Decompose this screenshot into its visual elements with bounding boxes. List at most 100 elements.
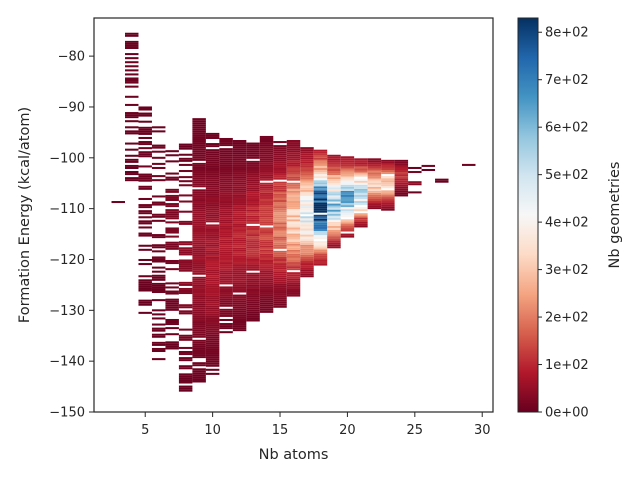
heatmap-bin	[138, 206, 152, 209]
heatmap-bin	[219, 257, 233, 260]
heatmap-bin	[232, 194, 247, 197]
colorbar-tick-label: 1e+02	[545, 358, 589, 373]
heatmap-bin	[125, 112, 139, 115]
heatmap-bin	[273, 297, 287, 300]
heatmap-bin	[286, 227, 301, 230]
heatmap-bin	[259, 194, 274, 197]
heatmap-bin	[273, 267, 287, 270]
heatmap-bin	[219, 217, 233, 220]
heatmap-bin	[259, 188, 274, 191]
heatmap-bin	[178, 281, 193, 284]
heatmap-bin	[192, 284, 206, 287]
heatmap-bin	[192, 209, 206, 212]
heatmap-bin	[300, 224, 314, 227]
heatmap-bin	[327, 171, 341, 174]
heatmap-bin	[286, 259, 301, 263]
heatmap-bin	[259, 219, 274, 222]
heatmap-bin	[259, 158, 274, 161]
heatmap-bin	[165, 229, 179, 232]
heatmap-bin	[151, 278, 166, 281]
heatmap-bin	[192, 272, 206, 275]
heatmap-bin	[192, 374, 206, 377]
heatmap-bin	[205, 324, 220, 327]
heatmap-bin	[300, 149, 314, 152]
heatmap-bin	[259, 196, 274, 199]
heatmap-bin	[192, 305, 206, 308]
heatmap-bin	[205, 364, 220, 367]
heatmap-bin	[246, 189, 260, 192]
heatmap-bin	[219, 290, 233, 293]
heatmap-bin	[286, 245, 301, 248]
heatmap-bin	[165, 318, 179, 321]
heatmap-bin	[232, 221, 247, 224]
heatmap-bin	[138, 216, 152, 219]
heatmap-bin	[232, 233, 247, 236]
heatmap-bin	[246, 215, 260, 218]
heatmap-bin	[219, 182, 233, 185]
heatmap-bin	[125, 65, 139, 68]
heatmap-bin	[273, 149, 287, 152]
heatmap-bin	[354, 160, 368, 163]
y-tick-label: −100	[49, 151, 85, 166]
heatmap-bin	[205, 299, 220, 302]
heatmap-bin	[327, 177, 341, 180]
heatmap-bin	[246, 203, 260, 206]
heatmap-bin	[286, 213, 301, 216]
heatmap-bin	[354, 217, 368, 220]
heatmap-bin	[219, 235, 233, 238]
plot-frame	[93, 17, 494, 413]
heatmap-bin	[138, 248, 152, 251]
heatmap-bin	[192, 211, 206, 214]
heatmap-bin	[219, 154, 233, 157]
heatmap-bin	[286, 192, 301, 195]
heatmap-bin	[205, 214, 220, 217]
colorbar-tick-label: 6e+02	[545, 121, 589, 136]
heatmap-bin	[273, 265, 287, 268]
heatmap-bin	[165, 203, 179, 206]
heatmap-bin	[246, 248, 260, 251]
heatmap-bin	[151, 270, 166, 273]
heatmap-bin	[327, 185, 341, 188]
heatmap-bin	[138, 143, 152, 146]
heatmap-bin	[192, 362, 206, 365]
heatmap-bin	[165, 300, 179, 303]
heatmap-bin	[138, 128, 152, 131]
heatmap-bin	[232, 290, 247, 293]
heatmap-bin	[367, 188, 382, 191]
heatmap-bin	[138, 279, 152, 282]
heatmap-bin	[381, 172, 395, 175]
heatmap-bin	[286, 223, 301, 226]
heatmap-bin	[340, 225, 355, 228]
heatmap-bin	[273, 177, 287, 180]
heatmap-bin	[246, 173, 260, 176]
heatmap-bin	[313, 214, 328, 217]
heatmap-bin	[205, 157, 220, 160]
heatmap-bin	[232, 164, 247, 167]
heatmap-bin	[286, 217, 301, 220]
heatmap-bin	[232, 174, 247, 177]
heatmap-bin	[286, 294, 301, 297]
heatmap-bin	[246, 288, 260, 291]
heatmap-bin	[259, 137, 274, 141]
heatmap-bin	[125, 116, 139, 119]
heatmap-bin	[259, 201, 274, 204]
heatmap-bin	[125, 77, 139, 80]
heatmap-bin	[273, 224, 287, 227]
heatmap-bin	[138, 106, 152, 109]
heatmap-bin	[219, 323, 233, 326]
heatmap-bin	[232, 154, 247, 157]
heatmap-bin	[313, 176, 328, 179]
heatmap-bin	[259, 278, 274, 281]
heatmap-bin	[165, 259, 179, 263]
heatmap-bin	[381, 182, 395, 185]
heatmap-bin	[232, 186, 247, 189]
heatmap-bin	[273, 185, 287, 188]
heatmap-bin	[300, 163, 314, 166]
heatmap-bin	[246, 303, 260, 306]
heatmap-bin	[178, 153, 193, 156]
heatmap-bin	[232, 296, 247, 299]
heatmap-bin	[313, 231, 328, 234]
heatmap-bin	[273, 173, 287, 176]
heatmap-bin	[205, 301, 220, 304]
x-axis-label: Nb atoms	[259, 447, 329, 463]
